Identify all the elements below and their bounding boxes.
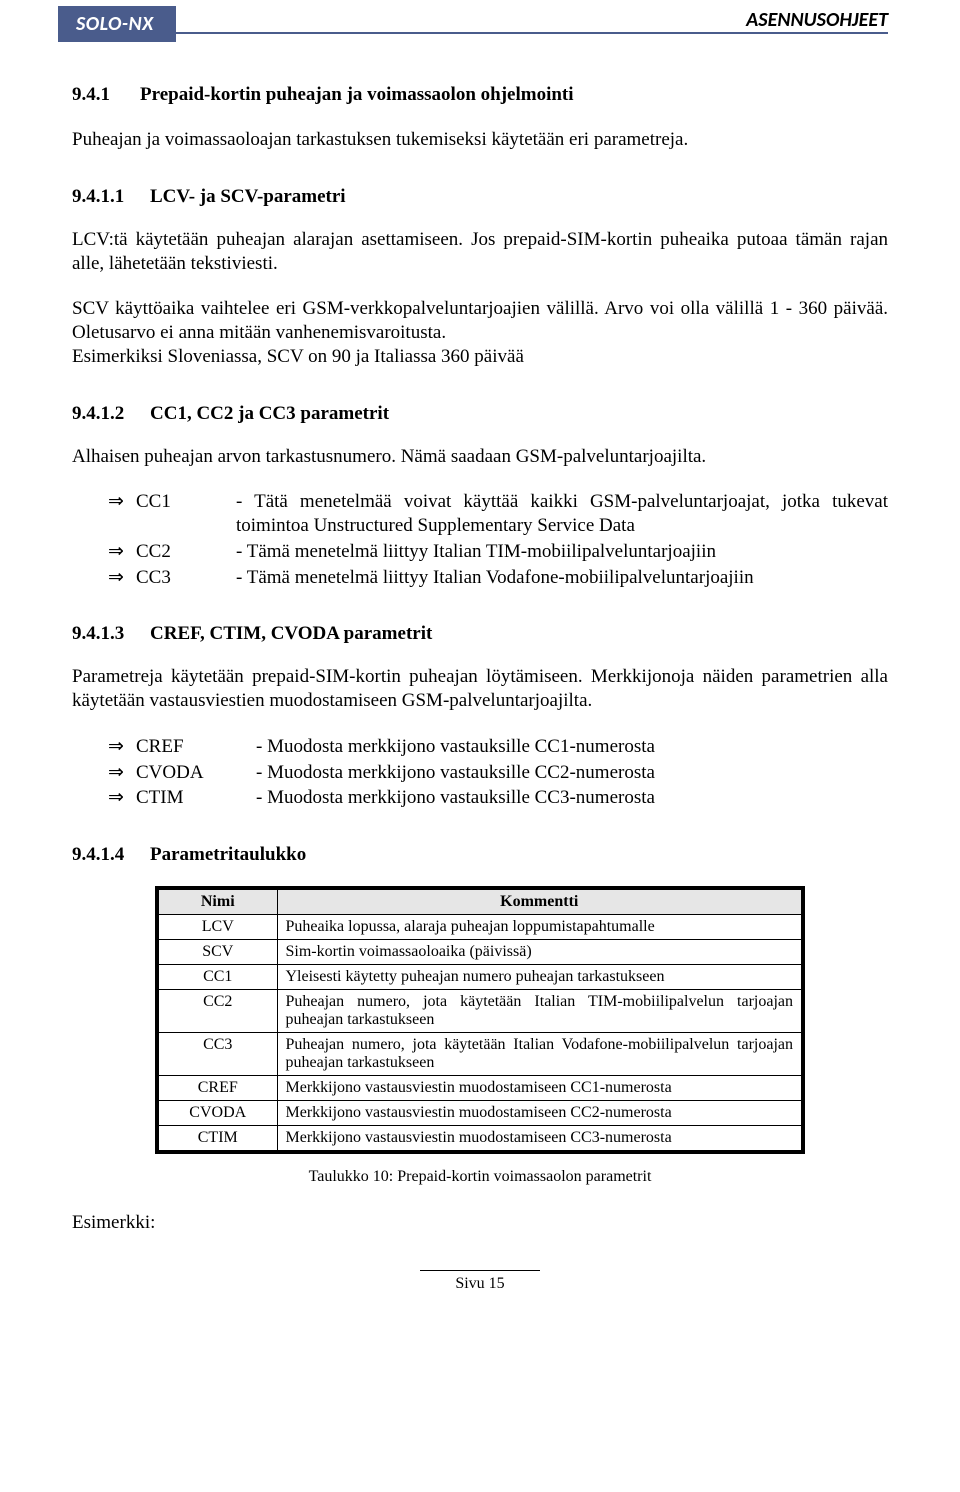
table-row: CVODAMerkkijono vastausviestin muodostam… xyxy=(157,1101,803,1126)
table-header-row: Nimi Kommentti xyxy=(157,888,803,915)
heading-text: Prepaid-kortin puheajan ja voimassaolon … xyxy=(140,84,574,105)
paragraph: LCV:tä käytetään puheajan alarajan asett… xyxy=(72,228,888,276)
example-label: Esimerkki: xyxy=(72,1212,192,1234)
list-item-label: CREF xyxy=(136,735,256,759)
paragraph: Parametreja käytetään prepaid-SIM-kortin… xyxy=(72,665,888,713)
list-item-desc: - Muodosta merkkijono vastauksille CC1-n… xyxy=(256,735,888,759)
cell-name: CTIM xyxy=(157,1126,277,1153)
list-item-desc: - Tämä menetelmä liittyy Italian TIM-mob… xyxy=(236,540,888,564)
heading-number: 9.4.1.3 xyxy=(72,623,150,645)
table-header-name: Nimi xyxy=(157,888,277,915)
header-left-tab: SOLO-NX xyxy=(58,6,176,42)
cell-comment: Puheajan numero, jota käytetään Italian … xyxy=(277,990,803,1033)
cell-comment: Merkkijono vastausviestin muodostamiseen… xyxy=(277,1076,803,1101)
arrow-list-cref: ⇒ CREF - Muodosta merkkijono vastauksill… xyxy=(108,735,888,810)
list-item-desc: - Tätä menetelmää voivat käyttää kaikki … xyxy=(236,490,888,538)
heading-9-4-1-2: 9.4.1.2CC1, CC2 ja CC3 parametrit xyxy=(72,403,888,425)
cell-comment: Puheajan numero, jota käytetään Italian … xyxy=(277,1033,803,1076)
list-item-label: CTIM xyxy=(136,786,256,810)
list-item: ⇒ CC1 - Tätä menetelmää voivat käyttää k… xyxy=(108,490,888,538)
list-item-label: CC2 xyxy=(136,540,236,564)
page-number: Sivu 15 xyxy=(455,1275,504,1292)
page-footer: Sivu 15 xyxy=(72,1270,888,1293)
heading-number: 9.4.1.4 xyxy=(72,844,150,866)
header-rule xyxy=(72,32,888,34)
cell-name: CC2 xyxy=(157,990,277,1033)
parameter-table: Nimi Kommentti LCVPuheaika lopussa, alar… xyxy=(155,886,805,1154)
cell-name: CVODA xyxy=(157,1101,277,1126)
heading-9-4-1-1: 9.4.1.1LCV- ja SCV-parametri xyxy=(72,186,888,208)
arrow-icon: ⇒ xyxy=(108,566,136,590)
arrow-icon: ⇒ xyxy=(108,490,136,538)
cell-comment: Merkkijono vastausviestin muodostamiseen… xyxy=(277,1101,803,1126)
table-row: CREFMerkkijono vastausviestin muodostami… xyxy=(157,1076,803,1101)
list-item-desc: - Tämä menetelmä liittyy Italian Vodafon… xyxy=(236,566,888,590)
arrow-icon: ⇒ xyxy=(108,786,136,810)
heading-number: 9.4.1 xyxy=(72,84,140,106)
list-item-label: CC3 xyxy=(136,566,236,590)
paragraph: Puheajan ja voimassaoloajan tarkastuksen… xyxy=(72,128,888,152)
list-item: ⇒ CREF - Muodosta merkkijono vastauksill… xyxy=(108,735,888,759)
list-item: ⇒ CC2 - Tämä menetelmä liittyy Italian T… xyxy=(108,540,888,564)
heading-9-4-1-3: 9.4.1.3CREF, CTIM, CVODA parametrit xyxy=(72,623,888,645)
cell-comment: Puheaika lopussa, alaraja puheajan loppu… xyxy=(277,915,803,940)
table-header-comment: Kommentti xyxy=(277,888,803,915)
table-row: CC1Yleisesti käytetty puheajan numero pu… xyxy=(157,965,803,990)
heading-number: 9.4.1.1 xyxy=(72,186,150,208)
cell-comment: Sim-kortin voimassaoloaika (päivissä) xyxy=(277,940,803,965)
heading-text: Parametritaulukko xyxy=(150,844,306,865)
heading-number: 9.4.1.2 xyxy=(72,403,150,425)
list-item: ⇒ CTIM - Muodosta merkkijono vastauksill… xyxy=(108,786,888,810)
header-right: ASENNUSOHJEET xyxy=(746,8,888,32)
list-item-desc: - Muodosta merkkijono vastauksille CC2-n… xyxy=(256,761,888,785)
cell-comment: Merkkijono vastausviestin muodostamiseen… xyxy=(277,1126,803,1153)
heading-text: LCV- ja SCV-parametri xyxy=(150,186,346,207)
arrow-icon: ⇒ xyxy=(108,540,136,564)
cell-name: CREF xyxy=(157,1076,277,1101)
arrow-icon: ⇒ xyxy=(108,735,136,759)
list-item: ⇒ CVODA - Muodosta merkkijono vastauksil… xyxy=(108,761,888,785)
cell-name: CC3 xyxy=(157,1033,277,1076)
footer-rule xyxy=(420,1270,540,1271)
table-row: CTIMMerkkijono vastausviestin muodostami… xyxy=(157,1126,803,1153)
list-item-label: CC1 xyxy=(136,490,236,538)
table-row: CC3Puheajan numero, jota käytetään Itali… xyxy=(157,1033,803,1076)
table-row: CC2Puheajan numero, jota käytetään Itali… xyxy=(157,990,803,1033)
arrow-list-cc: ⇒ CC1 - Tätä menetelmää voivat käyttää k… xyxy=(108,490,888,589)
arrow-icon: ⇒ xyxy=(108,761,136,785)
paragraph: SCV käyttöaika vaihtelee eri GSM-verkkop… xyxy=(72,297,888,345)
heading-text: CREF, CTIM, CVODA parametrit xyxy=(150,623,432,644)
paragraph: Esimerkiksi Sloveniassa, SCV on 90 ja It… xyxy=(72,345,888,369)
list-item-desc: - Muodosta merkkijono vastauksille CC3-n… xyxy=(256,786,888,810)
paragraph: Alhaisen puheajan arvon tarkastusnumero.… xyxy=(72,445,888,469)
cell-name: LCV xyxy=(157,915,277,940)
list-item-label: CVODA xyxy=(136,761,256,785)
list-item: ⇒ CC3 - Tämä menetelmä liittyy Italian V… xyxy=(108,566,888,590)
cell-name: SCV xyxy=(157,940,277,965)
table-row: SCVSim-kortin voimassaoloaika (päivissä) xyxy=(157,940,803,965)
heading-9-4-1: 9.4.1Prepaid-kortin puheajan ja voimassa… xyxy=(72,84,888,106)
cell-name: CC1 xyxy=(157,965,277,990)
cell-comment: Yleisesti käytetty puheajan numero puhea… xyxy=(277,965,803,990)
example-label-row: Esimerkki: xyxy=(72,1212,888,1234)
heading-9-4-1-4: 9.4.1.4Parametritaulukko xyxy=(72,844,888,866)
heading-text: CC1, CC2 ja CC3 parametrit xyxy=(150,403,389,424)
table-row: LCVPuheaika lopussa, alaraja puheajan lo… xyxy=(157,915,803,940)
page-header: SOLO-NX ASENNUSOHJEET xyxy=(72,0,888,56)
table-caption: Taulukko 10: Prepaid-kortin voimassaolon… xyxy=(72,1168,888,1186)
